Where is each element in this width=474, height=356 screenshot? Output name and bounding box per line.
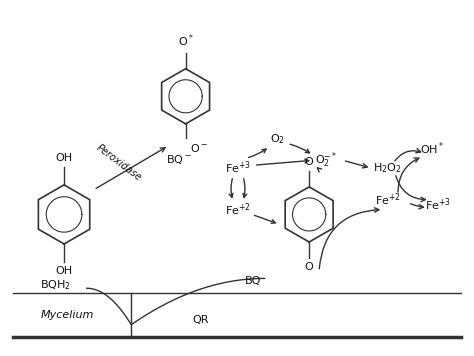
Text: O: O (305, 157, 313, 167)
Text: Fe$^{+2}$: Fe$^{+2}$ (225, 201, 251, 218)
Text: O: O (305, 262, 313, 272)
Text: O$_2$: O$_2$ (270, 132, 285, 146)
Text: OH$^*$: OH$^*$ (420, 140, 445, 157)
Text: Fe$^{+3}$: Fe$^{+3}$ (225, 160, 251, 177)
Text: BQ: BQ (245, 276, 261, 286)
Text: O$^*$: O$^*$ (178, 32, 193, 49)
Text: BQ$^-$: BQ$^-$ (166, 153, 191, 166)
Text: OH: OH (55, 266, 73, 276)
Text: O$^-$: O$^-$ (190, 142, 208, 153)
Text: QR: QR (192, 315, 209, 325)
Text: Fe$^{+2}$: Fe$^{+2}$ (375, 192, 401, 208)
Text: OH: OH (55, 153, 73, 163)
Text: O$_2^{-*}$: O$_2^{-*}$ (315, 151, 337, 170)
Text: BQH$_2$: BQH$_2$ (40, 278, 71, 292)
Text: Fe$^{+3}$: Fe$^{+3}$ (425, 196, 451, 213)
Text: Peroxidase: Peroxidase (95, 143, 144, 183)
Text: H$_2$O$_2$: H$_2$O$_2$ (374, 161, 402, 175)
Text: Mycelium: Mycelium (40, 310, 94, 320)
